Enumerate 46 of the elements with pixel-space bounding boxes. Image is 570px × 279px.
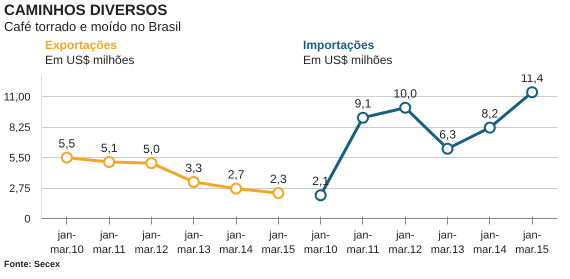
data-label: 5,1 bbox=[100, 141, 118, 156]
point bbox=[314, 189, 327, 202]
data-label: 5,0 bbox=[143, 142, 160, 156]
x-tick-label: jan-mar.12 bbox=[388, 230, 422, 256]
x-tick-label: jan-mar.14 bbox=[219, 230, 253, 256]
y-tick-label: 11,00 bbox=[4, 92, 31, 104]
x-tick-label: jan-mar.11 bbox=[92, 230, 126, 256]
data-label: 8,2 bbox=[481, 106, 498, 121]
data-label: 2,7 bbox=[228, 168, 245, 182]
x-tick-label: jan-mar.11 bbox=[346, 230, 380, 256]
x-tick-label: jan-mar.10 bbox=[304, 230, 338, 256]
x-tick-label: jan-mar.15 bbox=[515, 230, 549, 256]
y-tick-label: 2,75 bbox=[9, 183, 31, 196]
x-tick-label: jan-mar.13 bbox=[176, 230, 211, 256]
point bbox=[188, 176, 200, 188]
point bbox=[356, 112, 369, 124]
chart-title: CAMINHOS DIVERSOS bbox=[4, 1, 168, 21]
point bbox=[526, 86, 538, 98]
point bbox=[103, 156, 116, 168]
chart-subtitle: Café torrado e moído no Brasil bbox=[4, 18, 182, 36]
point bbox=[484, 122, 496, 134]
text: Exportações bbox=[45, 38, 118, 53]
point bbox=[399, 102, 412, 114]
y-tick-label: 0 bbox=[24, 214, 31, 226]
text: Em US$ milhões bbox=[303, 53, 392, 68]
data-label: 10,0 bbox=[394, 86, 418, 101]
text: Em US$ milhões bbox=[45, 53, 134, 68]
data-label: 2,3 bbox=[270, 172, 288, 186]
x-tick-label: jan-mar.12 bbox=[134, 230, 168, 256]
point bbox=[60, 152, 73, 164]
x-tick-label: jan-mar.14 bbox=[473, 230, 507, 256]
x-tick-label: jan-mar.15 bbox=[262, 230, 296, 256]
text: Importações bbox=[303, 38, 376, 53]
data-label: 6,3 bbox=[439, 128, 456, 142]
point bbox=[442, 142, 454, 155]
point bbox=[145, 157, 158, 170]
point bbox=[272, 187, 284, 200]
x-tick-label: jan-mar.10 bbox=[50, 230, 84, 256]
y-tick-label: 5,50 bbox=[9, 152, 31, 165]
point bbox=[230, 182, 242, 195]
data-label: 9,1 bbox=[354, 96, 372, 111]
source-note: Fonte: Secex bbox=[4, 258, 60, 271]
x-tick-label: jan-mar.13 bbox=[430, 230, 464, 256]
data-label: 5,5 bbox=[58, 136, 76, 151]
y-tick-label: 8,25 bbox=[9, 122, 31, 134]
data-label: 3,3 bbox=[185, 160, 202, 175]
